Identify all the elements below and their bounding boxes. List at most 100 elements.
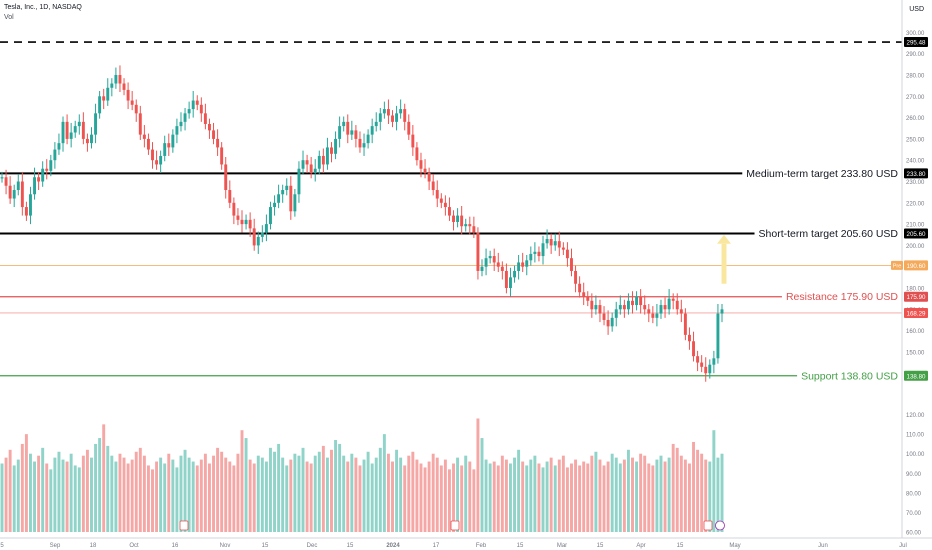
volume-bar [216,447,220,532]
volume-tick-label: 90.00 [906,472,922,478]
candle-body [16,181,20,191]
candle-body [391,115,394,122]
price-tick-label: 220.00 [906,201,925,207]
time-tick-label: 18 [90,543,97,549]
volume-bar [53,457,57,532]
candle-body [146,138,150,150]
volume-bar [134,451,138,532]
candle-body [151,149,154,161]
volume-bar [541,467,545,532]
volume-tick-label: 100.00 [906,452,925,458]
candle-body [163,143,167,156]
candle-body [602,313,606,320]
candle-body [346,121,350,135]
candle-body [90,134,93,144]
price-tick-label: 290.00 [906,52,925,58]
time-axis: 5 Sep 18 Oct 16 Nov 15 Dec 15 2024 17 Feb 15 Mar 15 Apr… [0,520,932,549]
candle-body [4,177,8,186]
time-tick-label: Mar [557,543,567,549]
candle-body [130,100,134,105]
candle-body [114,74,118,84]
time-tick-label: 15 [677,543,684,549]
resistance-label-bg [781,290,903,305]
candle-body [598,305,602,314]
volume-bar [484,459,488,532]
time-tick-label: Sep [50,543,61,549]
volume-bar [12,465,16,532]
volume-bar [317,451,321,532]
volume-bar [195,465,199,532]
candle-body [618,305,622,310]
volume-bar [69,453,73,532]
volume-bar [240,430,244,532]
candle-body [207,123,211,131]
price-tag-label: 233.80 [907,171,926,178]
candle-body [199,104,203,114]
candle-body [220,147,224,165]
volume-bar [561,455,565,532]
time-tick-label: 15 [262,543,269,549]
candle-body [476,232,480,271]
candle-body [45,168,49,171]
medium-term-target-label: Medium-term target 233.80 USD [746,168,898,180]
candle-body [273,202,277,208]
volume-bar [578,465,582,532]
volume-bar [102,424,106,532]
candle-body [712,358,716,365]
candle-body [443,202,447,208]
volume-bar [399,457,403,532]
volume-bar [443,459,447,532]
candle-body [578,283,582,293]
candle-body [419,160,423,169]
candle-body [85,138,89,144]
volume-bar [338,443,342,532]
chart-title: Tesla, Inc., 1D, NASDAQ [4,4,82,11]
volume-bar [704,459,708,532]
volume-bar [252,463,256,532]
candle-body [460,215,464,227]
volume-bar [57,451,61,532]
candle-body [20,181,24,208]
candle-body [582,292,586,297]
volume-bar [199,459,203,532]
candle-body [228,190,232,203]
volume-bar [525,465,529,532]
up-arrow-annotation [717,234,731,284]
candle-body [452,215,455,222]
volume-bar [386,453,390,532]
candle-body [81,121,85,139]
candle-body [277,194,281,203]
volume-bar [366,451,370,532]
volume-bar [549,457,553,532]
volume-bar [334,440,338,532]
candle-body [142,134,146,139]
volume-bar [545,461,549,532]
volume-bar [94,443,98,532]
volume-bar [407,455,411,532]
time-tick-label: Feb [476,543,487,549]
candle-body [118,74,122,84]
candle-body [57,143,61,150]
candle-body [212,130,215,139]
candle-body [342,121,346,127]
volume-bar [570,463,573,532]
candle-body [370,126,374,135]
volume-bar [309,463,313,532]
volume-bar [468,461,472,532]
candle-body [350,130,354,135]
volume-bar [533,455,537,532]
dividend-marker [715,520,725,531]
candle-body [411,134,415,148]
volume-bar [126,463,130,532]
candle-body [69,132,73,139]
volume-bar [452,463,455,532]
candle-body [24,207,28,216]
candle-body [94,113,98,135]
volume-bar [49,469,53,532]
volume-bar [378,447,382,532]
volume-tick-label: 120.00 [906,413,925,419]
candle-body [586,296,590,301]
volume-label: Vol [4,14,14,21]
volume-bars [0,418,724,532]
